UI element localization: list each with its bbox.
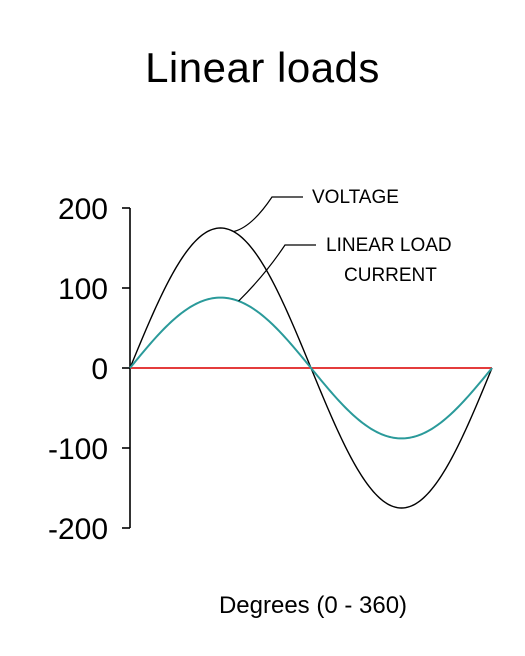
y-tick-label: -200 <box>48 513 108 546</box>
series-line-current <box>129 296 493 440</box>
y-tick-label: 0 <box>91 353 108 386</box>
annotation-leader <box>233 196 303 233</box>
y-tick-label: -100 <box>48 433 108 466</box>
y-tick-label: 100 <box>58 273 108 306</box>
annotations: VOLTAGE LINEAR LOAD CURRENT <box>233 187 452 302</box>
x-axis-label: Degrees (0 - 360) <box>219 592 407 619</box>
annotation-label: CURRENT <box>344 265 437 286</box>
annotation-leader <box>238 244 316 302</box>
annotation-label: LINEAR LOAD <box>326 235 452 256</box>
y-axis: 200 100 0 -100 -200 <box>48 193 131 546</box>
series-lines <box>129 227 493 509</box>
chart-title: Linear loads <box>145 44 380 91</box>
annotation-label: VOLTAGE <box>312 187 399 208</box>
y-tick-label: 200 <box>58 193 108 226</box>
